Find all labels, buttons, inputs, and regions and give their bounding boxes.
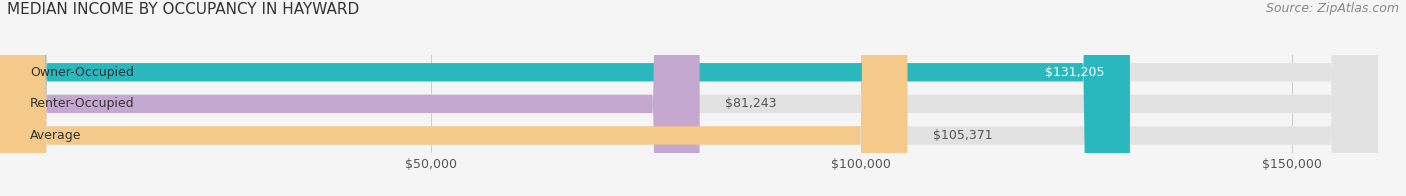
- Text: Average: Average: [30, 129, 82, 142]
- FancyBboxPatch shape: [0, 0, 1130, 196]
- Text: Renter-Occupied: Renter-Occupied: [30, 97, 135, 110]
- Text: Source: ZipAtlas.com: Source: ZipAtlas.com: [1265, 2, 1399, 15]
- FancyBboxPatch shape: [0, 0, 700, 196]
- FancyBboxPatch shape: [0, 0, 907, 196]
- Text: $105,371: $105,371: [934, 129, 993, 142]
- Text: $81,243: $81,243: [725, 97, 778, 110]
- Text: MEDIAN INCOME BY OCCUPANCY IN HAYWARD: MEDIAN INCOME BY OCCUPANCY IN HAYWARD: [7, 2, 360, 17]
- Text: Owner-Occupied: Owner-Occupied: [30, 66, 134, 79]
- Text: $131,205: $131,205: [1045, 66, 1104, 79]
